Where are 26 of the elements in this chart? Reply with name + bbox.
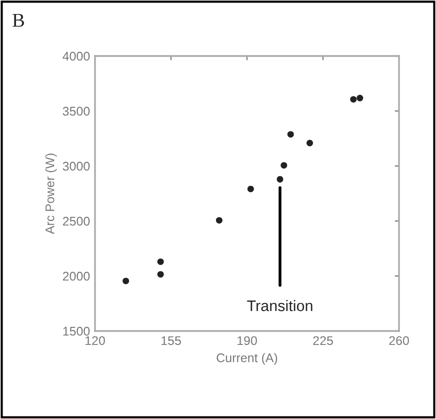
x-axis-title: Current (A) [216, 353, 278, 365]
annotation: Transition [247, 300, 312, 312]
point [122, 278, 130, 284]
x-tick-label: 225 [313, 336, 333, 346]
point [157, 258, 164, 265]
x-tick-label: 155 [162, 336, 181, 346]
chart-title: B [12, 14, 24, 27]
y-tick-label: 2500 [62, 216, 90, 226]
point [287, 131, 294, 138]
point [350, 96, 357, 103]
point [157, 271, 164, 278]
x-tick-label: 190 [238, 336, 257, 346]
y-tick-label: 3500 [62, 106, 90, 116]
y-tick-label: 2000 [62, 272, 90, 281]
y-tick-label: 1500 [63, 326, 90, 336]
x-tick-label: 260 [389, 336, 409, 346]
point [356, 94, 364, 102]
point [306, 140, 314, 146]
point [280, 162, 288, 169]
y-tick-label: 3000 [62, 162, 90, 171]
x-tick-label: 120 [86, 336, 105, 346]
y-axis-title: Arc Power (W) [45, 154, 57, 234]
point [276, 176, 284, 183]
point [216, 217, 222, 224]
point [247, 186, 254, 192]
y-tick-label: 4000 [62, 52, 90, 61]
